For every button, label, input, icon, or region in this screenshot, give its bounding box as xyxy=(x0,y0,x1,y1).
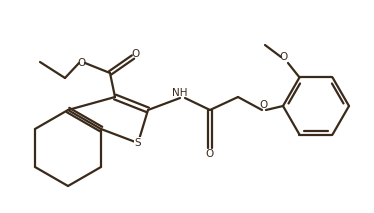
Text: O: O xyxy=(206,149,214,159)
Text: NH: NH xyxy=(172,88,188,98)
Text: O: O xyxy=(78,58,86,68)
Text: O: O xyxy=(280,52,288,62)
Text: S: S xyxy=(135,138,141,148)
Text: O: O xyxy=(132,49,140,59)
Text: O: O xyxy=(260,100,268,110)
